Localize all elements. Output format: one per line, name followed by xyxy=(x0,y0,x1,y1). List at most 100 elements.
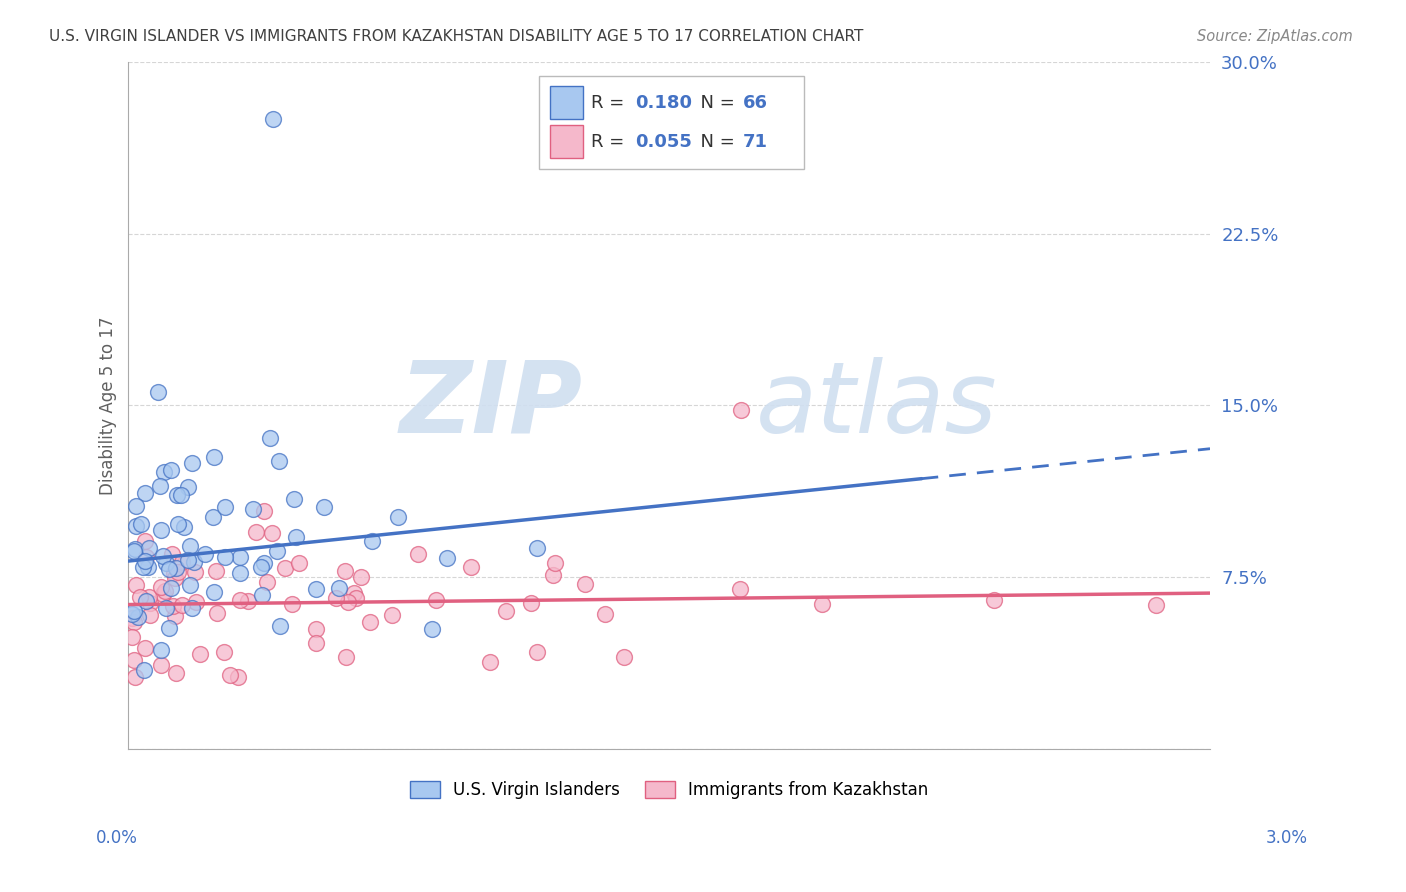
Point xyxy=(256,575,278,590)
Point xyxy=(155,601,177,615)
Point xyxy=(150,643,173,657)
Point xyxy=(121,607,143,621)
Point xyxy=(259,431,281,445)
Point xyxy=(184,595,207,609)
Point xyxy=(811,597,834,611)
Point xyxy=(124,670,146,684)
Point xyxy=(162,599,184,613)
Point xyxy=(149,479,172,493)
Point xyxy=(155,556,177,570)
Point xyxy=(283,492,305,507)
Point xyxy=(124,653,146,667)
Point xyxy=(165,561,187,575)
Point xyxy=(325,591,347,605)
Point xyxy=(160,581,183,595)
Point xyxy=(138,608,160,623)
Point xyxy=(267,454,290,468)
Point xyxy=(165,571,187,585)
Point xyxy=(344,591,367,605)
Point xyxy=(406,547,429,561)
Text: N =: N = xyxy=(689,133,740,151)
Point xyxy=(460,559,482,574)
Point xyxy=(163,566,186,581)
Point xyxy=(167,516,190,531)
Point xyxy=(495,604,517,618)
Point xyxy=(170,599,193,613)
Point xyxy=(229,566,252,581)
Text: 71: 71 xyxy=(742,133,768,151)
Point xyxy=(194,547,217,561)
Point xyxy=(179,577,201,591)
Point xyxy=(202,584,225,599)
Point xyxy=(180,601,202,615)
Text: Source: ZipAtlas.com: Source: ZipAtlas.com xyxy=(1197,29,1353,44)
Point xyxy=(124,499,146,513)
Point xyxy=(274,561,297,575)
Point xyxy=(127,609,149,624)
Point xyxy=(260,525,283,540)
Point xyxy=(138,590,160,604)
Point xyxy=(162,547,184,561)
Point xyxy=(387,509,409,524)
Point xyxy=(157,621,180,635)
FancyBboxPatch shape xyxy=(540,76,804,169)
Text: 0.180: 0.180 xyxy=(634,94,692,112)
Point xyxy=(135,594,157,608)
Point xyxy=(150,580,173,594)
Point xyxy=(266,544,288,558)
Point xyxy=(190,647,212,661)
Point xyxy=(350,570,373,584)
Point xyxy=(150,658,173,673)
Text: R =: R = xyxy=(592,133,630,151)
Point xyxy=(730,403,752,417)
Text: atlas: atlas xyxy=(756,357,997,454)
Point xyxy=(280,597,302,611)
Text: N =: N = xyxy=(689,94,740,112)
Point xyxy=(1144,598,1167,612)
Point xyxy=(152,587,174,601)
Text: 3.0%: 3.0% xyxy=(1265,829,1308,847)
Point xyxy=(165,665,187,680)
Point xyxy=(425,593,447,607)
Point xyxy=(541,567,564,582)
Point xyxy=(170,488,193,502)
Point xyxy=(153,465,176,479)
Point xyxy=(381,607,404,622)
Point xyxy=(160,463,183,477)
Point xyxy=(201,510,224,524)
Point xyxy=(212,645,235,659)
Point xyxy=(526,645,548,659)
Point xyxy=(138,559,160,574)
Point xyxy=(526,541,548,556)
Point xyxy=(122,544,145,558)
Point xyxy=(205,607,228,621)
Point xyxy=(134,550,156,565)
Point xyxy=(305,636,328,650)
Point xyxy=(343,585,366,599)
Text: R =: R = xyxy=(592,94,630,112)
Point xyxy=(121,630,143,644)
Point xyxy=(204,565,226,579)
Point xyxy=(479,655,502,669)
Point xyxy=(177,479,200,493)
Point xyxy=(134,534,156,549)
Point xyxy=(134,641,156,656)
Point xyxy=(122,604,145,618)
Point xyxy=(612,649,634,664)
Point xyxy=(148,384,170,399)
Point xyxy=(983,593,1005,607)
Point xyxy=(214,550,236,565)
Point xyxy=(305,582,328,597)
Point xyxy=(121,611,143,625)
Point xyxy=(420,623,443,637)
Point xyxy=(314,500,336,514)
Point xyxy=(249,560,271,574)
Point xyxy=(574,576,596,591)
Text: U.S. VIRGIN ISLANDER VS IMMIGRANTS FROM KAZAKHSTAN DISABILITY AGE 5 TO 17 CORREL: U.S. VIRGIN ISLANDER VS IMMIGRANTS FROM … xyxy=(49,29,863,44)
Point xyxy=(153,583,176,598)
Point xyxy=(544,557,567,571)
Point xyxy=(166,565,188,579)
Point xyxy=(219,668,242,682)
Point xyxy=(179,539,201,553)
Point xyxy=(252,588,274,602)
